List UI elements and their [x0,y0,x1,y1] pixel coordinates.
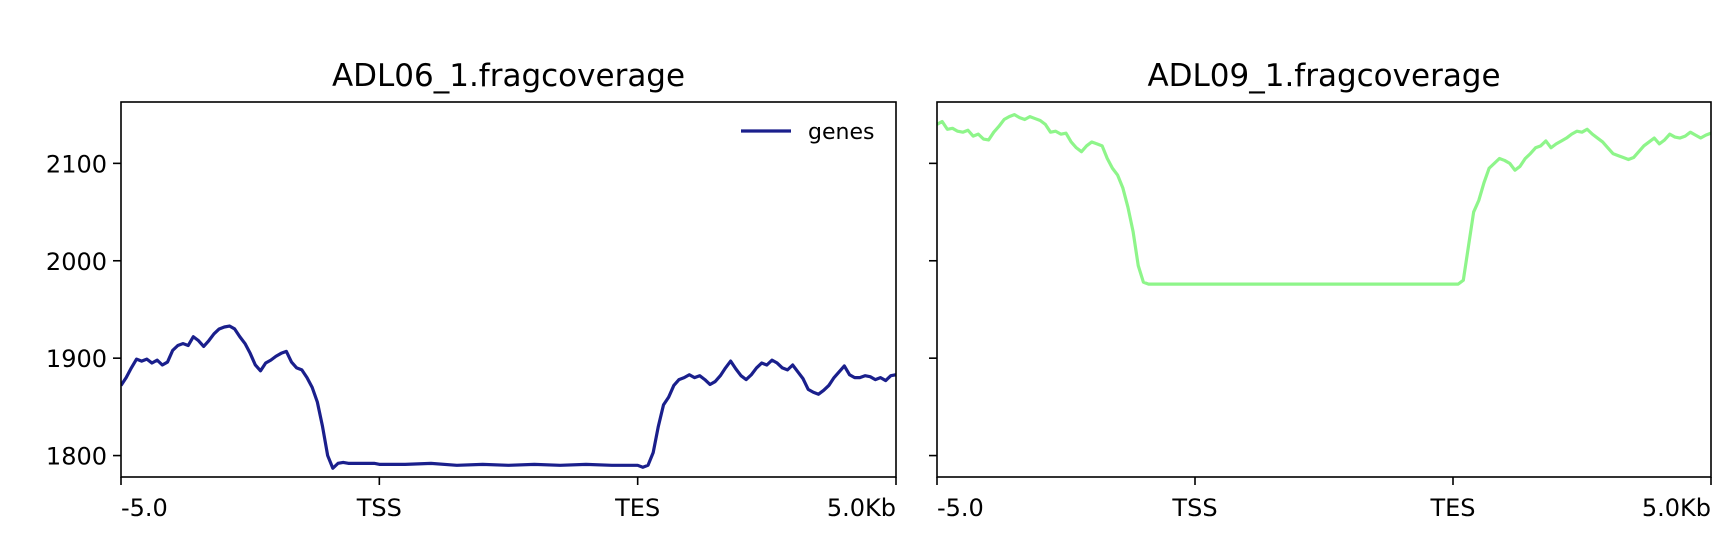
x-tick-label: 5.0Kb [1642,494,1711,522]
x-tick-label: TES [614,494,660,522]
series-line-1 [121,324,896,470]
x-tick-label: -5.0 [937,494,984,522]
x-tick-label: 5.0Kb [827,494,896,522]
axes-frame [936,101,1712,478]
y-tick-label: 2100 [46,150,107,178]
y-tick-label: 1900 [46,345,107,373]
legend: genes [741,120,874,145]
chart-title: ADL09_1.fragcoverage [1147,58,1500,94]
series-line-1 [937,113,1711,286]
axes-frame [120,101,897,478]
y-tick-label: 2000 [46,248,107,276]
x-tick-label: TES [1429,494,1475,522]
chart-title: ADL06_1.fragcoverage [332,58,685,94]
x-tick-label: TSS [1171,494,1217,522]
chart-panel-1: ADL06_1.fragcoverage 1800 1900 2000 2100 -5.0… [46,58,897,522]
legend-label: genes [808,120,874,145]
x-tick-label: -5.0 [121,494,168,522]
y-tick-label: 1800 [46,443,107,471]
x-tick-label: TSS [356,494,402,522]
chart-panel-2: ADL09_1.fragcoverage -5.0 TSS TES 5.0Kb [929,58,1712,522]
